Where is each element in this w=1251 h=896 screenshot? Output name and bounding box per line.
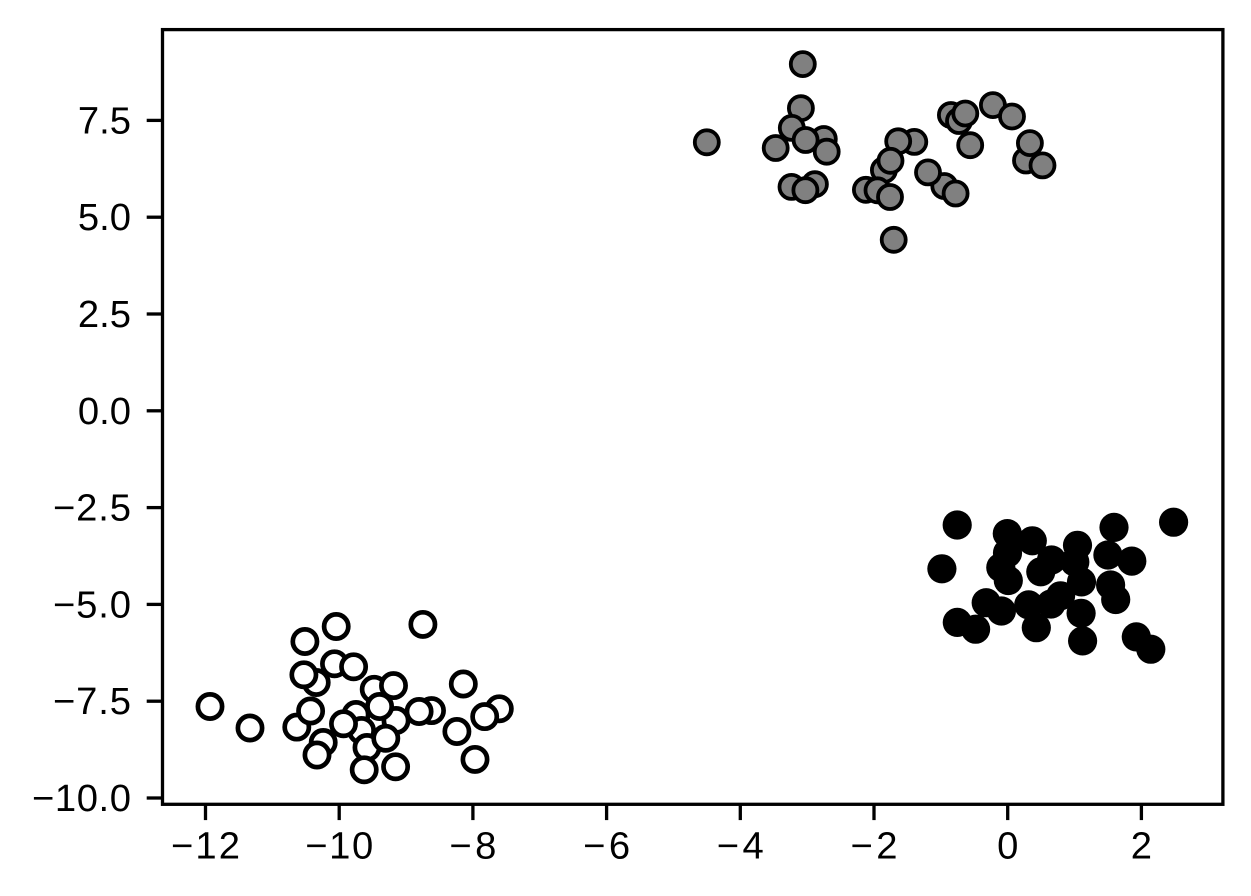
svg-text:0: 0 bbox=[997, 825, 1018, 868]
svg-text:2: 2 bbox=[1131, 825, 1152, 868]
svg-text:−7.5: −7.5 bbox=[53, 680, 131, 723]
svg-text:2.5: 2.5 bbox=[78, 293, 131, 336]
svg-text:5.0: 5.0 bbox=[78, 196, 131, 239]
svg-text:−2.5: −2.5 bbox=[53, 487, 131, 530]
svg-text:−12: −12 bbox=[171, 825, 240, 868]
svg-text:0.0: 0.0 bbox=[78, 390, 131, 433]
svg-text:−5.0: −5.0 bbox=[53, 583, 131, 626]
svg-text:−10.0: −10.0 bbox=[32, 777, 131, 820]
svg-text:−10: −10 bbox=[305, 825, 373, 868]
svg-text:7.5: 7.5 bbox=[78, 99, 131, 142]
